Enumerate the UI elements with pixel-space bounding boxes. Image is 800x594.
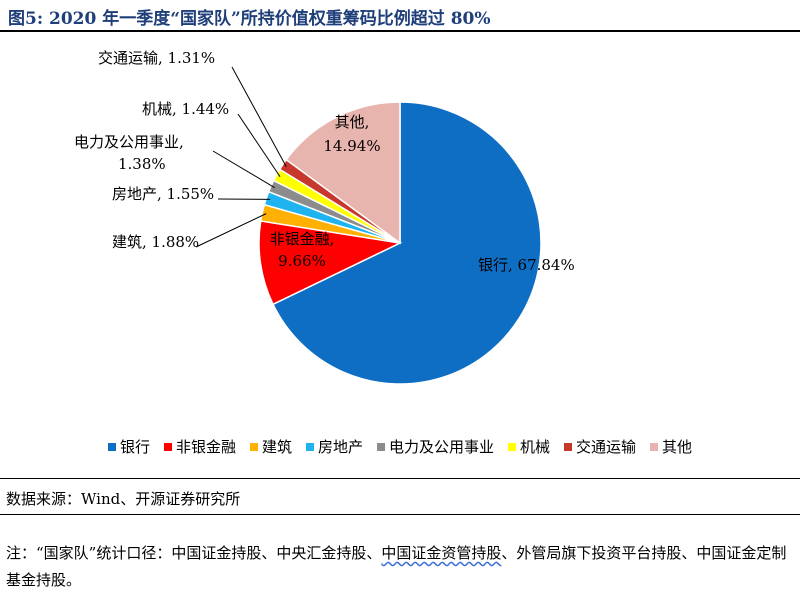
legend-swatch-2: [164, 443, 172, 451]
pie-slice-8: [285, 101, 401, 245]
legend-swatch-7: [564, 443, 572, 451]
pie-chart: 银行, 67.84% 非银金融, 9.66% 建筑, 1.88% 房地产, 1.55% 电…: [74, 49, 692, 456]
legend-label-5: 电力及公用事业: [389, 438, 494, 456]
source-rule: [0, 478, 800, 479]
leader-line-3: [195, 213, 267, 248]
pie-slices: [258, 101, 542, 385]
data-label-6: 机械, 1.44%: [142, 100, 229, 118]
data-label-8: 其他,: [335, 113, 370, 131]
footnote-text-end: 、外管局旗下投资平台持股、中国证金定制基金持股。: [6, 544, 787, 589]
leader-line-5: [212, 150, 275, 189]
data-label-4: 房地产, 1.55%: [112, 185, 214, 203]
legend-swatch-6: [508, 443, 516, 451]
data-label-5-value: 1.38%: [118, 155, 166, 173]
title-rule: [0, 30, 800, 32]
data-label-2-value: 9.66%: [278, 252, 326, 270]
legend-label-6: 机械: [520, 438, 550, 456]
pie-slice-1: [272, 101, 542, 385]
data-label-8-value: 14.94%: [323, 137, 380, 155]
legend-swatch-8: [650, 443, 658, 451]
legend-swatch-4: [306, 443, 314, 451]
legend-label-8: 其他: [662, 438, 692, 456]
legend-label-2: 非银金融: [176, 438, 236, 456]
legend-swatch-5: [377, 443, 385, 451]
footnote-text: 注：“国家队”统计口径：中国证金持股、中央汇金持股、: [6, 544, 382, 562]
legend-label-4: 房地产: [318, 438, 363, 456]
source-note: 数据来源：Wind、开源证券研究所: [6, 490, 241, 508]
data-labels: 银行, 67.84% 非银金融, 9.66% 建筑, 1.88% 房地产, 1.55% 电…: [74, 49, 575, 274]
data-label-5: 电力及公用事业,: [74, 133, 184, 151]
data-label-3: 建筑, 1.88%: [112, 233, 199, 251]
leader-line-6: [237, 113, 281, 178]
legend-label-1: 银行: [120, 438, 150, 456]
footnote: 注：“国家队”统计口径：中国证金持股、中央汇金持股、中国证金资管持股、外管局旗下…: [6, 540, 794, 594]
legend-swatch-3: [250, 443, 258, 451]
note-rule: [0, 514, 800, 515]
data-label-1: 银行, 67.84%: [478, 256, 575, 274]
legend-label-3: 建筑: [262, 438, 292, 456]
legend-swatch-1: [108, 443, 116, 451]
legend: 银行 非银金融 建筑 房地产 电力及公用事业 机械 交通运输 其他: [108, 438, 692, 456]
legend-label-7: 交通运输: [576, 438, 636, 456]
data-label-2: 非银金融,: [270, 230, 335, 248]
data-label-7: 交通运输, 1.31%: [98, 49, 215, 67]
footnote-underlined-text: 中国证金资管持股: [381, 544, 502, 562]
leader-lines: [195, 66, 287, 248]
figure-title: 图5: 2020 年一季度“国家队”所持价值权重筹码比例超过 80%: [8, 9, 491, 29]
leader-line-7: [231, 66, 287, 167]
pie-slice-2: [258, 220, 403, 306]
